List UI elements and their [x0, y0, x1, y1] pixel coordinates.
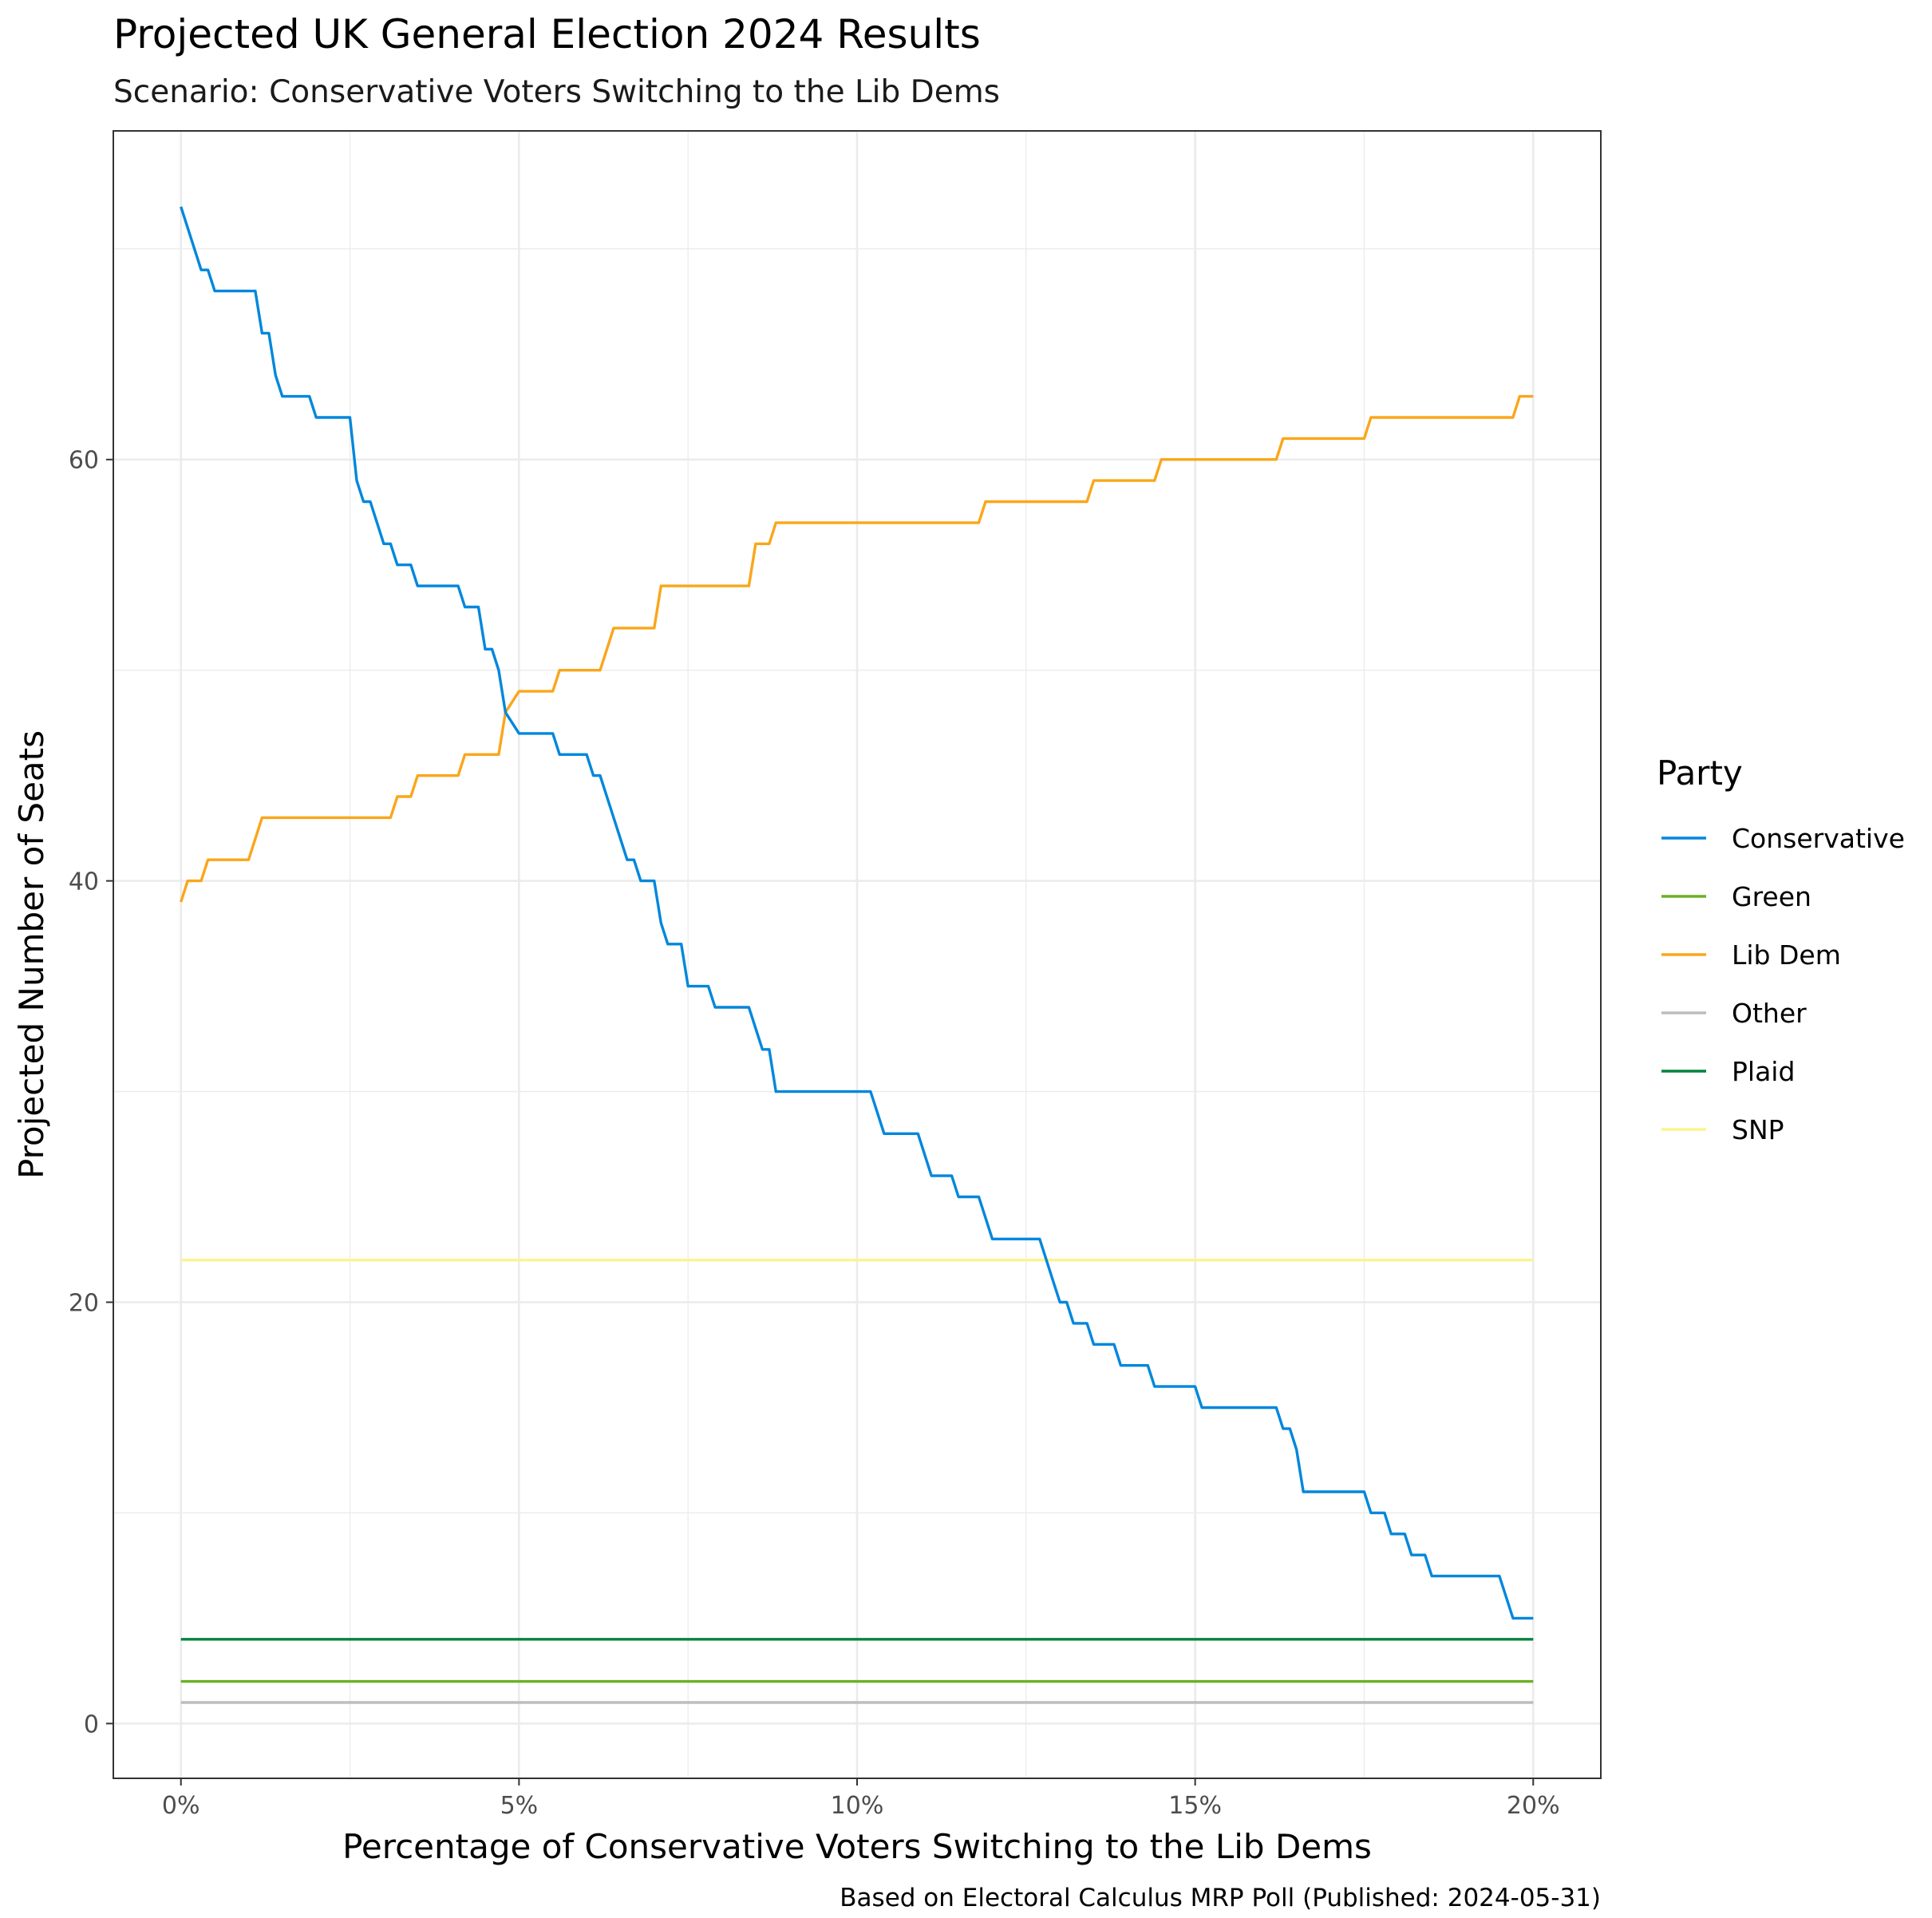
y-tick-label: 40	[69, 868, 99, 896]
legend-label-conservative: Conservative	[1732, 823, 1905, 854]
legend: Party Conservative Green Lib Dem Other Plaid…	[1657, 753, 1905, 1145]
y-axis-title: Projected Number of Seats	[12, 730, 51, 1179]
x-tick-label: 5%	[500, 1792, 539, 1820]
chart-subtitle: Scenario: Conservative Voters Switching …	[113, 74, 1000, 110]
y-tick-label: 20	[69, 1289, 99, 1317]
series-line-conservative	[180, 206, 1534, 1620]
series-line-lib-dem	[180, 394, 1534, 903]
legend-label-other: Other	[1732, 998, 1807, 1029]
major-gridlines	[113, 131, 1601, 1778]
legend-label-green: Green	[1732, 881, 1811, 912]
y-tick-label: 60	[69, 447, 99, 475]
x-tick-label: 15%	[1168, 1792, 1222, 1820]
x-tick-label: 0%	[162, 1792, 200, 1820]
legend-label-plaid: Plaid	[1732, 1056, 1795, 1087]
plot-area	[113, 130, 1602, 1779]
chart-title: Projected UK General Election 2024 Resul…	[113, 11, 981, 57]
legend-label-snp: SNP	[1732, 1114, 1784, 1145]
legend-label-lib-dem: Lib Dem	[1732, 939, 1841, 971]
x-tick-label: 10%	[831, 1792, 884, 1820]
x-tick-label: 20%	[1507, 1792, 1560, 1820]
x-axis: 0% 5% 10% 15% 20%	[162, 1778, 1560, 1820]
y-axis: 0 20 40 60	[69, 447, 113, 1738]
legend-title: Party	[1657, 753, 1743, 793]
y-tick-label: 0	[84, 1710, 99, 1738]
chart-caption: Based on Electoral Calculus MRP Poll (Pu…	[840, 1884, 1601, 1912]
series-lines	[180, 206, 1534, 1704]
x-axis-title: Percentage of Conservative Voters Switch…	[342, 1827, 1372, 1866]
